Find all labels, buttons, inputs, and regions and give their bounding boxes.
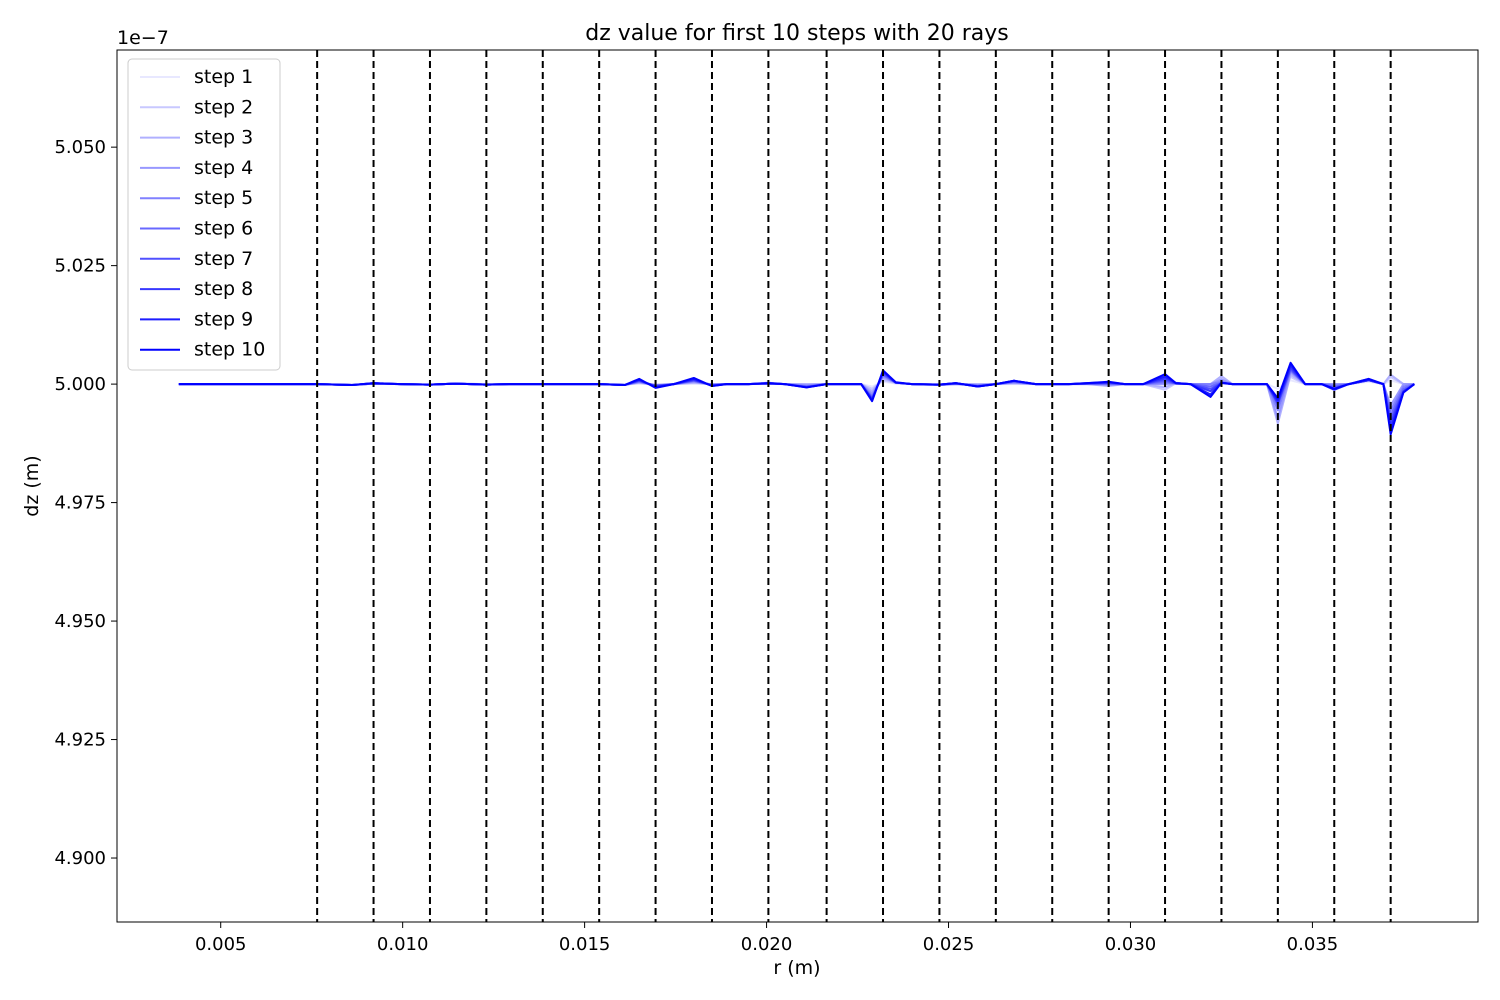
series-line-step-9 [178, 364, 1415, 431]
y-axis: 4.900 4.925 4.950 4.975 5.000 5.025 5.050 [54, 137, 117, 869]
legend-label: step 6 [194, 218, 253, 240]
series-line-step-5 [178, 369, 1415, 412]
legend-label: step 10 [194, 339, 265, 361]
chart-title: dz value for first 10 steps with 20 rays [585, 21, 1009, 46]
legend-label: step 3 [194, 127, 253, 149]
x-tick-label: 0.035 [1287, 934, 1339, 955]
x-tick-label: 0.020 [741, 934, 793, 955]
series-line-step-8 [178, 366, 1415, 426]
x-tick-label: 0.005 [195, 934, 247, 955]
legend-label: step 8 [194, 278, 253, 300]
x-tick-label: 0.025 [923, 934, 975, 955]
boundary-lines-layer [316, 50, 1392, 922]
y-tick-label: 5.050 [54, 137, 106, 158]
y-tick-label: 5.025 [54, 256, 106, 277]
legend-label: step 9 [194, 308, 253, 330]
legend-label: step 2 [194, 96, 253, 118]
plot-frame [116, 49, 1479, 923]
series-line-step-2 [178, 376, 1415, 400]
y-tick-label: 4.975 [54, 493, 106, 514]
y-axis-offset-label: 1e−7 [117, 27, 169, 49]
plot-data-layer [178, 361, 1415, 436]
legend-label: step 4 [194, 157, 253, 179]
series-line-step-4 [178, 371, 1415, 420]
series-line-step-6 [178, 368, 1415, 416]
x-tick-label: 0.015 [559, 934, 611, 955]
y-tick-label: 4.950 [54, 611, 106, 632]
y-tick-label: 5.000 [54, 374, 106, 395]
series-line-step-10 [178, 361, 1415, 436]
series-line-step-7 [178, 367, 1415, 421]
legend-label: step 5 [194, 187, 253, 209]
legend: step 1 step 2 step 3 step 4 step 5 step 6 step… [127, 58, 281, 371]
x-axis-label: r (m) [773, 957, 820, 979]
y-tick-label: 4.925 [54, 730, 106, 751]
x-axis: 0.005 0.010 0.015 0.020 0.025 0.030 0.035 [195, 922, 1338, 955]
y-axis-label: dz (m) [21, 455, 43, 516]
y-tick-label: 4.900 [54, 848, 106, 869]
x-tick-label: 0.030 [1105, 934, 1157, 955]
x-tick-label: 0.010 [377, 934, 429, 955]
legend-label: step 7 [194, 248, 253, 270]
legend-label: step 1 [194, 66, 253, 88]
